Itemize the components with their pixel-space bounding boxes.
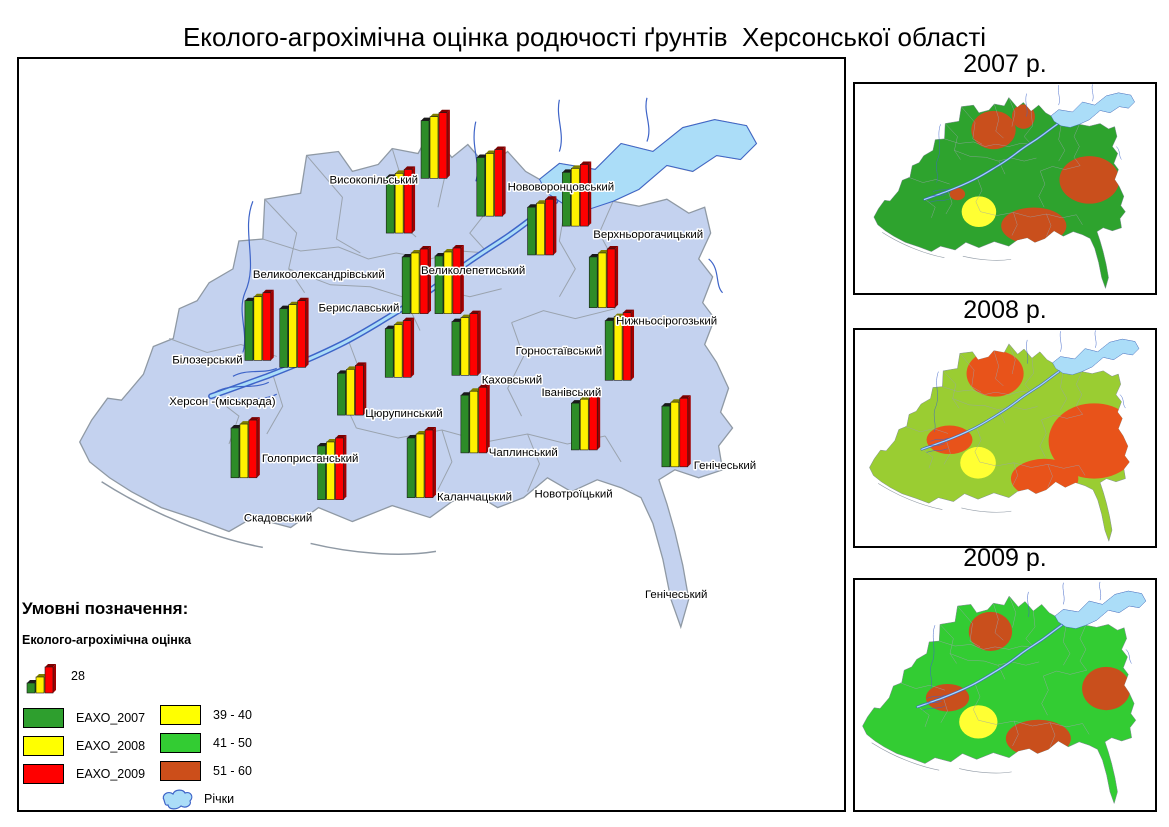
legend-label: ЕАХО_2007: [76, 710, 146, 725]
legend-series-item: ЕАХО_2009: [23, 763, 146, 784]
main-map-panel: Високопільський Нововоронцовський Верхньор…: [17, 57, 846, 812]
district-label: Голопристанський: [262, 453, 359, 465]
district-bar-chart: [337, 362, 367, 416]
legend-swatch: [160, 732, 201, 753]
district-bar-chart: [279, 297, 309, 368]
year-map-2009: [853, 578, 1157, 812]
legend-subheading: Еколого-агрохімічна оцінка: [22, 633, 192, 647]
legend-label: ЕАХО_2008: [76, 738, 146, 753]
district-bar-chart: [571, 392, 601, 451]
legend-series-item: ЕАХО_2008: [23, 735, 146, 756]
legend-label: Річки: [204, 791, 235, 806]
district-label: Великолепетиський: [421, 265, 525, 277]
kherson-map-2007: [873, 84, 1135, 289]
district-label: Каховський: [482, 374, 542, 386]
district-bar-chart: [384, 317, 415, 378]
district-label: Скадовський: [244, 513, 312, 525]
bar-chart-icon: [26, 664, 56, 694]
district-bar-chart: [385, 166, 416, 234]
legend-class-item: 51 - 60: [160, 760, 252, 781]
district-label: Херсон -(міськрада): [169, 396, 276, 408]
legend-class-item: 39 - 40: [160, 704, 252, 725]
legend-series-item: ЕАХО_2007: [23, 707, 146, 728]
year-map-2007: [853, 82, 1157, 295]
district-bar-chart: [588, 246, 619, 308]
district-bar-chart: [562, 161, 592, 227]
district-bar-chart: [476, 146, 506, 217]
kherson-map-2008: [869, 330, 1140, 542]
district-label: Верхньорогачицький: [593, 229, 703, 241]
legend-label: 41 - 50: [213, 735, 252, 750]
district-label: Високопільський: [329, 174, 418, 186]
district-bar-chart: [604, 309, 635, 381]
kherson-map-2009: [862, 581, 1147, 804]
kherson-main-map: Високопільський Нововоронцовський Верхньор…: [79, 97, 758, 628]
district-label: Іванівський: [541, 387, 601, 399]
district-label: Новотроїцький: [535, 489, 613, 501]
district-bar-chart: [401, 246, 432, 314]
district-label: Чаплинський: [489, 447, 558, 459]
legend-swatch: [160, 760, 201, 781]
legend-label: 51 - 60: [213, 763, 252, 778]
legend-heading: Умовні позначення:: [22, 599, 189, 618]
district-bar-chart: [661, 395, 691, 468]
legend-classes-column: 39 - 40 41 - 50 51 - 60 Річки: [160, 704, 252, 817]
district-bar-charts: [230, 109, 691, 500]
bar-chart-icon-value: 28: [71, 669, 85, 683]
district-bar-chart: [434, 245, 464, 314]
district-bar-chart: [406, 427, 436, 498]
district-labels: Високопільський Нововоронцовський Верхньор…: [168, 173, 758, 603]
district-bar-chart: [244, 289, 274, 361]
legend-class-item: 41 - 50: [160, 732, 252, 753]
page-title: Еколого-агрохімічна оцінка родючості ґру…: [182, 22, 987, 52]
district-label: Білозерський: [172, 354, 242, 366]
legend-swatch: [23, 763, 64, 784]
district-label: Генічеський: [694, 460, 756, 472]
legend-label: ЕАХО_2009: [76, 766, 146, 781]
district-bar-chart: [527, 196, 557, 256]
legend-swatch: [160, 704, 201, 725]
district-label: Бериславський: [319, 303, 400, 315]
district-label: Великоолександрівський: [253, 269, 385, 281]
oblast-region: [79, 119, 758, 628]
district-label: Нижньосірогозький: [616, 316, 717, 328]
legend-swatch: [23, 735, 64, 756]
year-map-title-2009: 2009 р.: [963, 544, 1047, 572]
district-bar-chart: [230, 417, 260, 479]
legend-rivers-item: Річки: [160, 789, 252, 809]
district-label: Цюрупинський: [365, 408, 442, 420]
legend-label: 39 - 40: [213, 707, 252, 722]
legend-series-column: ЕАХО_2007 ЕАХО_2008 ЕАХО_2009: [23, 707, 146, 792]
district-bar-chart: [451, 310, 481, 376]
district-label: Каланчацький: [437, 492, 512, 504]
year-map-title-2008: 2008 р.: [963, 296, 1047, 324]
year-map-2008: [853, 328, 1157, 548]
district-bar-chart: [420, 109, 450, 179]
district-label: Нововоронцовський: [508, 181, 614, 193]
district-bar-chart: [460, 384, 490, 454]
district-bar-chart: [317, 434, 347, 500]
district-label: Горностаївський: [516, 345, 603, 357]
legend-swatch: [23, 707, 64, 728]
district-label: Генічеський: [645, 589, 707, 601]
year-map-title-2007: 2007 р.: [963, 50, 1047, 78]
river-icon: [162, 789, 193, 809]
